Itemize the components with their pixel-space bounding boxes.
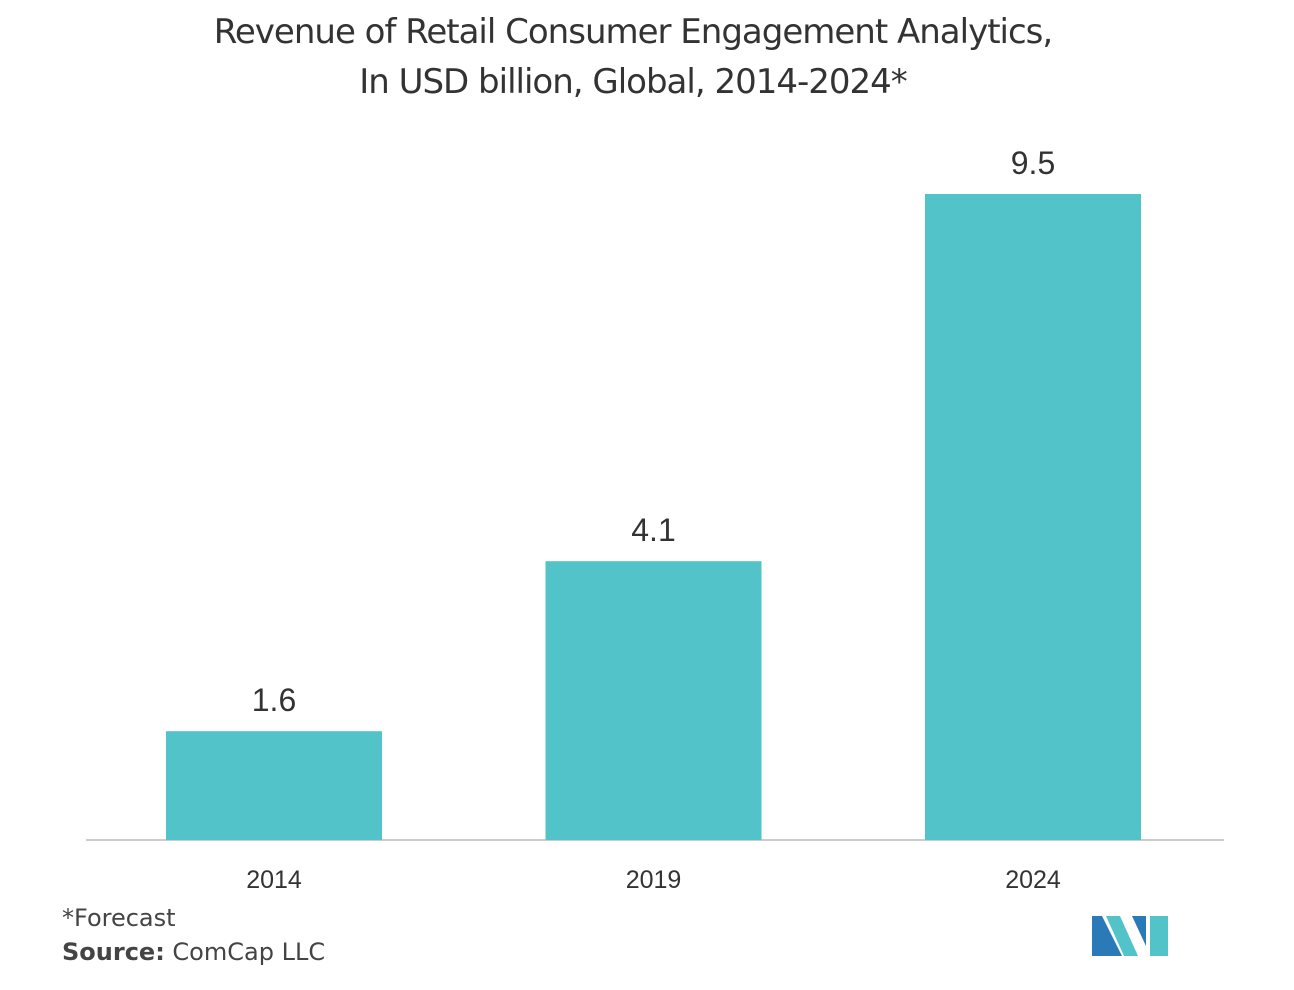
data-label-2014: 1.6 bbox=[252, 682, 296, 718]
logo-mid-right-shape bbox=[1132, 916, 1146, 946]
chart-subtitle: In USD billion, Global, 2014-2024* bbox=[359, 62, 908, 102]
x-tick-label-2014: 2014 bbox=[246, 866, 302, 894]
chart-title: Revenue of Retail Consumer Engagement An… bbox=[213, 12, 1053, 52]
x-tick-label-2024: 2024 bbox=[1005, 866, 1061, 894]
source-note: Source: ComCap LLC bbox=[62, 938, 325, 966]
x-tick-labels-group: 2014 2019 2024 bbox=[246, 866, 1061, 894]
bar-2014 bbox=[166, 731, 382, 840]
data-labels-group: 1.6 4.1 9.5 bbox=[252, 145, 1055, 718]
logo-left-shape bbox=[1092, 916, 1122, 956]
logo-right-shape bbox=[1150, 916, 1168, 956]
bars-group bbox=[166, 194, 1141, 840]
source-text: ComCap LLC bbox=[164, 938, 326, 966]
data-label-2019: 4.1 bbox=[631, 512, 675, 548]
bar-2019 bbox=[545, 561, 762, 840]
logo-mid-shape bbox=[1106, 916, 1138, 956]
mordor-intelligence-logo-icon bbox=[1092, 916, 1168, 956]
data-label-2024: 9.5 bbox=[1011, 145, 1055, 181]
bar-2024 bbox=[925, 194, 1141, 840]
forecast-footnote: *Forecast bbox=[62, 904, 176, 932]
source-label: Source: bbox=[62, 938, 165, 966]
x-tick-label-2019: 2019 bbox=[626, 866, 682, 894]
